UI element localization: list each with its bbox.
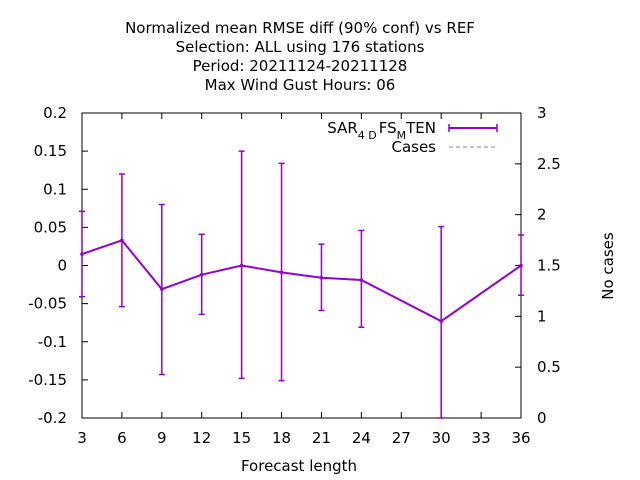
legend-label-series: SAR4 D FSMTEN <box>327 119 436 142</box>
series-line <box>81 239 522 323</box>
data-point <box>439 319 443 323</box>
legend-label-cases: Cases <box>391 138 436 156</box>
y-tick-label: 0 <box>57 257 67 275</box>
data-point <box>519 263 523 268</box>
plot-frame <box>81 112 522 419</box>
data-point <box>120 238 124 243</box>
legend-label-sub-b: M <box>397 129 407 142</box>
y2-axis-title: No cases <box>599 232 617 300</box>
title-line-3: Period: 20211124-20211128 <box>193 57 408 75</box>
data-point <box>239 263 244 268</box>
y-tick-label: -0.2 <box>38 409 67 427</box>
legend-label-part-a: SAR <box>327 119 357 137</box>
y-tick-label: -0.1 <box>38 333 67 351</box>
chart-title: Normalized mean RMSE diff (90% conf) vs … <box>125 19 475 94</box>
x-tick-label: 33 <box>472 429 491 447</box>
legend-label-part-b: FS <box>379 119 397 137</box>
legend: SAR4 D FSMTEN Cases <box>327 119 498 156</box>
data-point <box>279 270 284 275</box>
data-point <box>199 272 204 277</box>
x-axis-title: Forecast length <box>241 457 357 475</box>
x-tick-label: 30 <box>432 429 451 447</box>
y2-tick-label: 2 <box>537 206 547 224</box>
x-tick-label: 9 <box>157 429 167 447</box>
y2-tick-label: 0 <box>537 409 547 427</box>
y-axis-ticks: 0.2 0.15 0.1 0.05 0 -0.05 -0.1 -0.15 -0.2 <box>28 104 88 427</box>
y2-tick-label: 0.5 <box>537 358 561 376</box>
data-point <box>80 252 84 256</box>
series-layer <box>79 150 524 419</box>
x-tick-label: 15 <box>232 429 251 447</box>
x-tick-label: 12 <box>192 429 211 447</box>
legend-swatch-series <box>448 124 498 132</box>
y-tick-label: -0.15 <box>28 371 67 389</box>
y2-axis-ticks: 3 2.5 2 1.5 1 0.5 0 <box>515 104 561 427</box>
y2-tick-label: 1.5 <box>537 257 561 275</box>
x-tick-label: 21 <box>312 429 331 447</box>
x-tick-label: 3 <box>77 429 87 447</box>
y-tick-label: 0.1 <box>43 180 67 198</box>
x-axis-ticks: 3 6 9 12 15 18 21 24 27 30 33 36 <box>77 113 531 447</box>
y2-tick-label: 2.5 <box>537 155 561 173</box>
data-point <box>359 278 364 282</box>
x-tick-label: 6 <box>117 429 127 447</box>
x-tick-label: 18 <box>272 429 291 447</box>
y-tick-label: 0.15 <box>34 142 67 160</box>
data-point <box>319 275 324 280</box>
y2-tick-label: 3 <box>537 104 547 122</box>
y-tick-label: 0.2 <box>43 104 67 122</box>
data-point <box>160 287 164 291</box>
legend-label-sub-a: 4 D <box>358 129 377 142</box>
y-tick-label: -0.05 <box>28 295 67 313</box>
title-line-4: Max Wind Gust Hours: 06 <box>205 76 396 94</box>
legend-label-part-c: TEN <box>405 119 436 137</box>
x-tick-label: 27 <box>392 429 411 447</box>
x-tick-label: 36 <box>511 429 530 447</box>
y-tick-label: 0.05 <box>34 218 67 236</box>
title-line-1: Normalized mean RMSE diff (90% conf) vs … <box>125 19 475 37</box>
title-line-2: Selection: ALL using 176 stations <box>176 38 425 56</box>
x-tick-label: 24 <box>352 429 371 447</box>
y2-tick-label: 1 <box>537 307 547 325</box>
